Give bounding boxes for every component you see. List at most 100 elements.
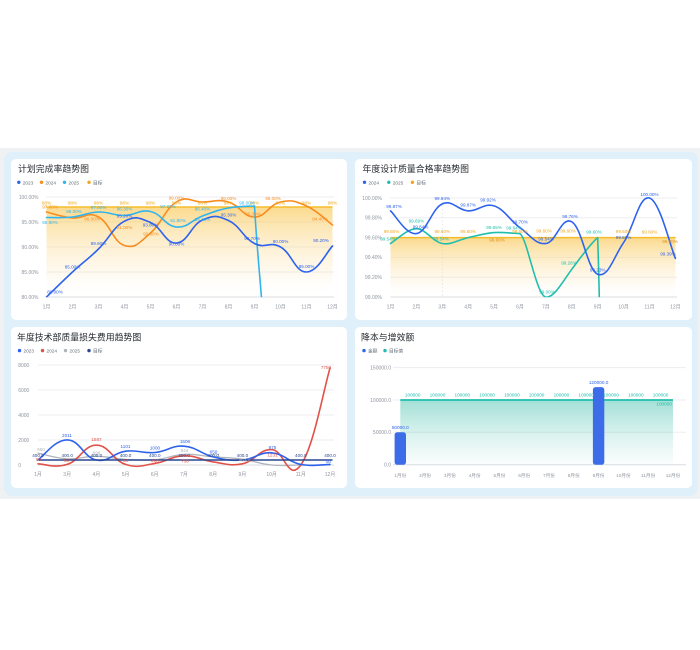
svg-text:年度设计质量合格率趋势图: 年度设计质量合格率趋势图 — [363, 163, 470, 174]
svg-text:金额: 金额 — [368, 348, 378, 355]
svg-text:2000: 2000 — [18, 438, 29, 444]
svg-text:2025: 2025 — [70, 349, 81, 354]
svg-text:99.60%: 99.60% — [460, 229, 476, 234]
svg-text:99.60%: 99.60% — [560, 229, 576, 234]
svg-text:100000: 100000 — [504, 392, 520, 397]
svg-text:98.00%: 98.00% — [239, 201, 255, 206]
svg-text:9月: 9月 — [239, 472, 247, 478]
svg-text:80.00%: 80.00% — [47, 290, 63, 295]
svg-text:92.80%: 92.80% — [143, 232, 159, 237]
svg-text:99.60%: 99.60% — [536, 229, 552, 234]
svg-text:99.20%: 99.20% — [365, 275, 383, 281]
svg-text:99.94%: 99.94% — [435, 196, 451, 201]
svg-text:6000: 6000 — [18, 388, 29, 394]
svg-text:89.60%: 89.60% — [91, 241, 107, 246]
svg-text:7月: 7月 — [180, 472, 188, 478]
svg-text:400.0: 400.0 — [32, 453, 44, 458]
svg-text:50000.0: 50000.0 — [373, 430, 391, 436]
svg-text:90.00%: 90.00% — [273, 239, 289, 244]
svg-text:100.00%: 100.00% — [19, 195, 39, 201]
svg-text:99.60%: 99.60% — [384, 229, 400, 234]
svg-text:4月份: 4月份 — [469, 472, 481, 479]
svg-text:3月: 3月 — [438, 305, 446, 311]
svg-text:95.30%: 95.30% — [221, 213, 237, 218]
svg-text:93.80%: 93.80% — [143, 223, 159, 228]
svg-text:950: 950 — [37, 447, 45, 452]
svg-text:98%: 98% — [94, 200, 104, 206]
svg-text:95.90%: 95.90% — [42, 220, 58, 225]
svg-text:90.70%: 90.70% — [244, 236, 260, 241]
svg-text:98%: 98% — [276, 200, 286, 206]
svg-text:460: 460 — [151, 459, 159, 464]
svg-text:8月份: 8月份 — [568, 472, 580, 479]
svg-text:99.60%: 99.60% — [662, 239, 678, 244]
svg-text:99.60%: 99.60% — [642, 230, 658, 235]
svg-text:738: 738 — [181, 459, 189, 464]
svg-text:10月: 10月 — [618, 305, 629, 311]
svg-text:5月: 5月 — [490, 305, 498, 311]
svg-text:85.00%: 85.00% — [65, 265, 81, 270]
svg-text:8月: 8月 — [209, 472, 217, 478]
svg-text:99.55%: 99.55% — [616, 235, 632, 240]
svg-text:97.00%: 97.00% — [160, 204, 176, 209]
svg-text:10月份: 10月份 — [616, 472, 631, 479]
svg-text:目标: 目标 — [93, 348, 103, 355]
svg-text:1231: 1231 — [267, 453, 278, 458]
svg-text:100000: 100000 — [603, 392, 619, 397]
svg-text:98%: 98% — [250, 200, 260, 206]
svg-text:98.00%: 98.00% — [221, 196, 237, 201]
svg-text:99.60%: 99.60% — [365, 235, 383, 241]
svg-text:99.60%: 99.60% — [512, 229, 528, 234]
svg-text:9月份: 9月份 — [593, 472, 605, 479]
svg-text:98%: 98% — [224, 200, 234, 206]
svg-text:1587: 1587 — [91, 437, 102, 442]
svg-text:年度技术部质量损失费用趋势图: 年度技术部质量损失费用趋势图 — [17, 332, 141, 343]
svg-text:12月: 12月 — [327, 305, 338, 311]
svg-text:目标: 目标 — [416, 179, 426, 186]
svg-text:85.00%: 85.00% — [22, 270, 40, 276]
svg-text:99.80%: 99.80% — [365, 216, 383, 222]
svg-text:90.20%: 90.20% — [313, 238, 329, 243]
svg-text:2025: 2025 — [69, 180, 80, 185]
svg-text:400.0: 400.0 — [120, 453, 132, 458]
svg-text:4月: 4月 — [93, 472, 101, 478]
svg-text:2024: 2024 — [47, 349, 58, 354]
svg-text:2月: 2月 — [413, 305, 421, 311]
svg-text:99.64%: 99.64% — [506, 226, 522, 231]
svg-text:85.00%: 85.00% — [299, 264, 315, 269]
svg-text:400.0: 400.0 — [324, 453, 336, 458]
svg-text:1月: 1月 — [34, 472, 42, 478]
svg-text:1月份: 1月份 — [394, 472, 406, 479]
svg-text:4月: 4月 — [464, 305, 472, 311]
svg-text:1月: 1月 — [387, 305, 395, 311]
svg-text:2024: 2024 — [46, 180, 57, 185]
svg-text:50: 50 — [326, 459, 332, 464]
svg-text:0.0: 0.0 — [384, 463, 391, 469]
svg-text:4000: 4000 — [18, 413, 29, 419]
svg-text:2024: 2024 — [369, 180, 380, 185]
svg-text:99.28%: 99.28% — [561, 261, 577, 266]
svg-text:844: 844 — [181, 448, 189, 453]
svg-text:100000: 100000 — [430, 392, 446, 397]
svg-text:98%: 98% — [198, 200, 208, 206]
svg-text:95.20%: 95.20% — [117, 214, 133, 219]
svg-text:100.00%: 100.00% — [640, 192, 658, 197]
svg-text:99.00%: 99.00% — [169, 196, 185, 201]
svg-text:99.54%: 99.54% — [380, 237, 396, 242]
svg-text:2月: 2月 — [69, 305, 77, 311]
svg-text:94.40%: 94.40% — [312, 217, 328, 222]
svg-text:11月: 11月 — [644, 305, 654, 311]
svg-text:6月: 6月 — [516, 305, 524, 311]
svg-text:3月: 3月 — [95, 305, 103, 311]
svg-text:99.64%: 99.64% — [413, 225, 429, 230]
svg-text:100.00%: 100.00% — [362, 196, 382, 202]
svg-text:99.60%: 99.60% — [489, 238, 505, 243]
svg-text:7月份: 7月份 — [543, 472, 555, 479]
svg-text:目标值: 目标值 — [389, 348, 403, 355]
svg-text:97.00%: 97.00% — [42, 205, 58, 210]
svg-text:100000: 100000 — [578, 392, 594, 397]
svg-text:463.0: 463.0 — [239, 458, 251, 463]
svg-text:6月份: 6月份 — [518, 472, 530, 479]
svg-text:100000: 100000 — [656, 402, 672, 407]
svg-text:降本与增效额: 降本与增效额 — [361, 332, 414, 343]
